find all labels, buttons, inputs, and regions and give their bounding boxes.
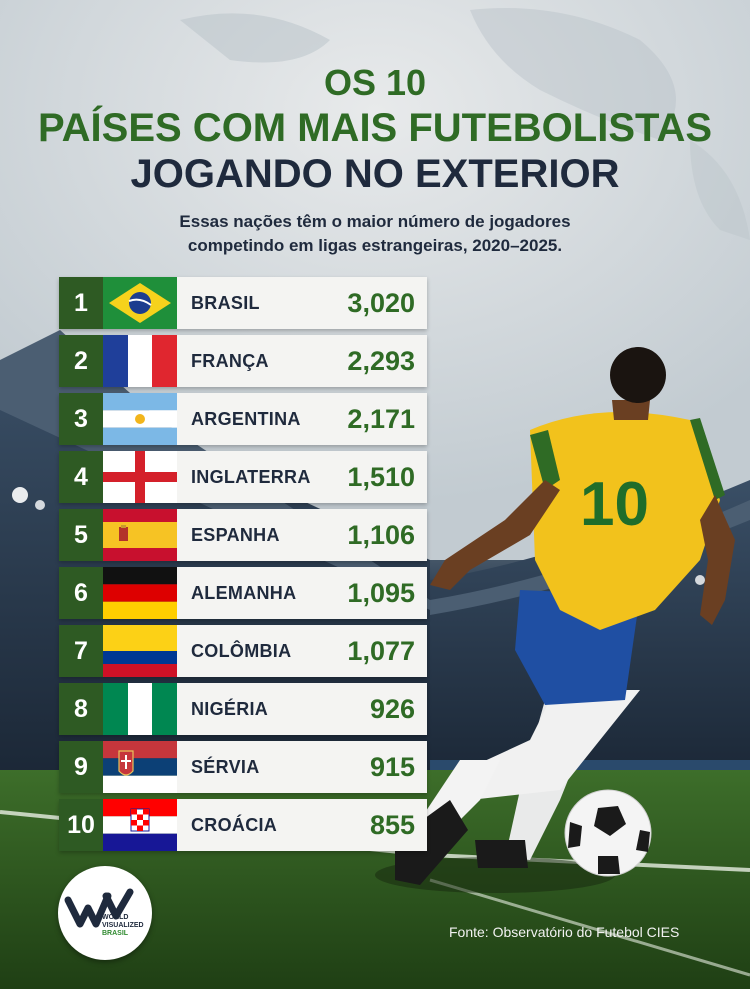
player-count: 1,095 <box>347 577 415 608</box>
title-line-2: PAÍSES COM MAIS FUTEBOLISTAS <box>37 106 713 150</box>
country-name: BRASIL <box>191 292 260 313</box>
source-note: Fonte: Observatório do Futebol CIES <box>449 924 680 940</box>
title-line-1: OS 10 <box>323 62 427 103</box>
argentina-flag-icon <box>103 393 177 445</box>
player-count: 2,293 <box>347 345 415 376</box>
table-row: 4 INGLATERRA 1,510 <box>59 451 427 503</box>
rank-number: 3 <box>59 393 103 445</box>
player-count: 1,106 <box>347 519 415 550</box>
country-name: ALEMANHA <box>191 582 297 603</box>
player-count: 926 <box>369 693 415 724</box>
rank-number: 7 <box>59 625 103 677</box>
jersey-number: 10 <box>580 470 649 539</box>
country-name: COLÔMBIA <box>191 640 292 661</box>
france-flag-icon <box>103 335 177 387</box>
rank-number: 2 <box>59 335 103 387</box>
country-name: NIGÉRIA <box>191 698 269 719</box>
player-figure: 10 <box>375 347 735 893</box>
serbia-flag-icon <box>103 741 177 793</box>
table-row: 7 COLÔMBIA 1,077 <box>59 625 427 677</box>
title-line-3: JOGANDO NO EXTERIOR <box>130 152 620 196</box>
player-count: 915 <box>369 751 415 782</box>
table-row: 9 SÉRVIA 915 <box>59 741 427 793</box>
country-name: ESPANHA <box>191 524 280 545</box>
logo-line-2: VISUALIZED <box>102 922 144 929</box>
table-row: 6 ALEMANHA 1,095 <box>59 567 427 619</box>
england-flag-icon <box>103 451 177 503</box>
table-row: 3 ARGENTINA 2,171 <box>59 393 427 445</box>
brazil-flag-icon <box>103 277 177 329</box>
rank-number: 6 <box>59 567 103 619</box>
rank-number: 5 <box>59 509 103 561</box>
player-count: 3,020 <box>347 287 415 318</box>
ranking-table: 1 BRASIL 3,020 2 FRANÇA 2,293 <box>59 277 427 857</box>
colombia-flag-icon <box>103 625 177 677</box>
world-visualized-logo: WORLD VISUALIZED BRASIL <box>58 866 152 960</box>
rank-number: 1 <box>59 277 103 329</box>
soccer-ball <box>564 789 652 877</box>
player-count: 2,171 <box>347 403 415 434</box>
germany-flag-icon <box>103 567 177 619</box>
country-name: ARGENTINA <box>191 408 301 429</box>
rank-number: 9 <box>59 741 103 793</box>
subtitle: Essas nações têm o maior número de jogad… <box>179 212 571 255</box>
rank-number: 10 <box>59 799 103 851</box>
table-row: 8 NIGÉRIA 926 <box>59 683 427 735</box>
logo-line-1: WORLD <box>102 914 129 921</box>
country-name: SÉRVIA <box>191 756 260 777</box>
croatia-flag-icon <box>103 799 177 851</box>
rank-number: 4 <box>59 451 103 503</box>
player-count: 1,077 <box>347 635 415 666</box>
country-name: INGLATERRA <box>191 466 311 487</box>
table-row: 2 FRANÇA 2,293 <box>59 335 427 387</box>
country-name: FRANÇA <box>191 350 269 371</box>
table-row: 1 BRASIL 3,020 <box>59 277 427 329</box>
rank-number: 8 <box>59 683 103 735</box>
logo-line-3: BRASIL <box>102 930 129 937</box>
table-row: 10 CROÁCIA 855 <box>59 799 427 851</box>
wv-logo-icon <box>64 888 134 928</box>
spain-flag-icon <box>103 509 177 561</box>
table-row: 5 ESPANHA 1,106 <box>59 509 427 561</box>
nigeria-flag-icon <box>103 683 177 735</box>
player-count: 855 <box>369 809 415 840</box>
player-count: 1,510 <box>347 461 415 492</box>
country-name: CROÁCIA <box>191 814 278 835</box>
